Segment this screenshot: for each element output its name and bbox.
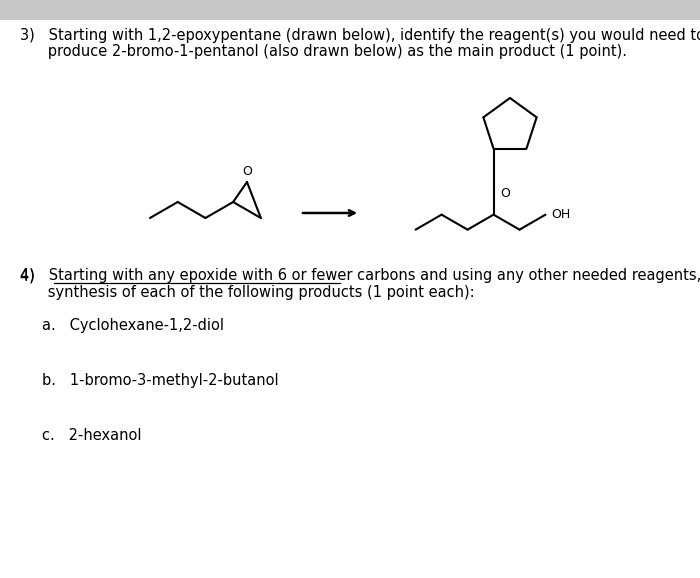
Text: synthesis of each of the following products (1 point each):: synthesis of each of the following produ…	[20, 286, 475, 301]
Text: OH: OH	[552, 208, 570, 221]
Text: a.   Cyclohexane-1,2-diol: a. Cyclohexane-1,2-diol	[42, 318, 224, 333]
Text: 3)   Starting with 1,2-epoxypentane (drawn below), identify the reagent(s) you w: 3) Starting with 1,2-epoxypentane (drawn…	[20, 28, 700, 43]
Text: O: O	[500, 187, 510, 200]
Text: b.   1-bromo-3-methyl-2-butanol: b. 1-bromo-3-methyl-2-butanol	[42, 373, 279, 388]
Text: O: O	[242, 165, 252, 178]
Text: produce 2-bromo-1-pentanol (also drawn below) as the main product (1 point).: produce 2-bromo-1-pentanol (also drawn b…	[20, 44, 627, 59]
Text: 4)   Starting with any epoxide with 6 or fewer carbons and using any other neede: 4) Starting with any epoxide with 6 or f…	[20, 268, 700, 283]
Text: c.   2-hexanol: c. 2-hexanol	[42, 428, 141, 443]
Bar	[0, 0, 700, 20]
Text: 4): 4)	[20, 268, 49, 283]
